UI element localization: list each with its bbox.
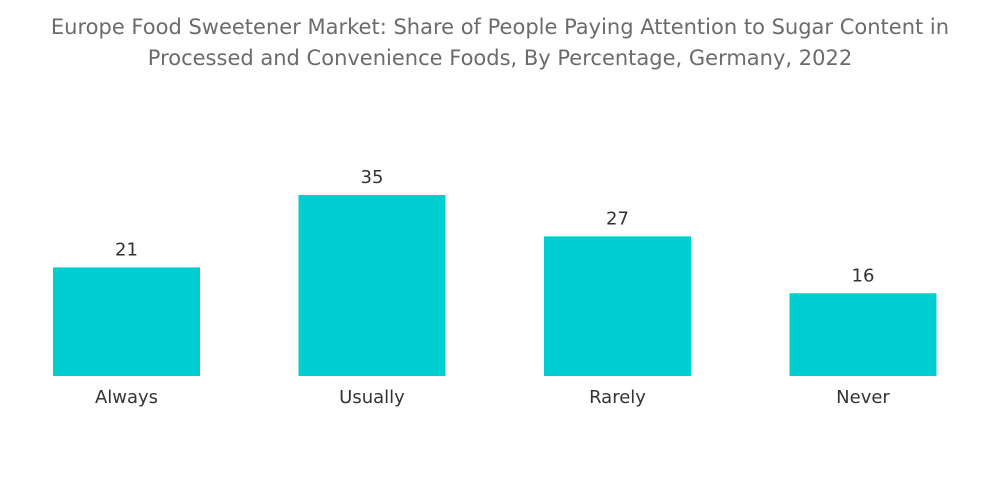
value-label-always: 21 xyxy=(115,239,138,260)
category-label-usually: Usually xyxy=(339,387,405,408)
chart-title-line-2: Processed and Convenience Foods, By Perc… xyxy=(147,46,853,70)
bar-always xyxy=(53,267,200,376)
chart-title: Europe Food Sweetener Market: Share of P… xyxy=(0,12,1000,74)
bar-never xyxy=(789,293,937,376)
category-label-rarely: Rarely xyxy=(589,387,646,408)
chart-title-line-1: Europe Food Sweetener Market: Share of P… xyxy=(50,15,950,39)
value-label-usually: 35 xyxy=(361,167,384,188)
bar-rarely xyxy=(544,236,691,376)
value-label-never: 16 xyxy=(852,265,875,286)
value-label-rarely: 27 xyxy=(606,208,629,229)
bar-usually xyxy=(298,195,446,376)
category-label-never: Never xyxy=(836,387,890,408)
category-label-always: Always xyxy=(95,387,158,408)
